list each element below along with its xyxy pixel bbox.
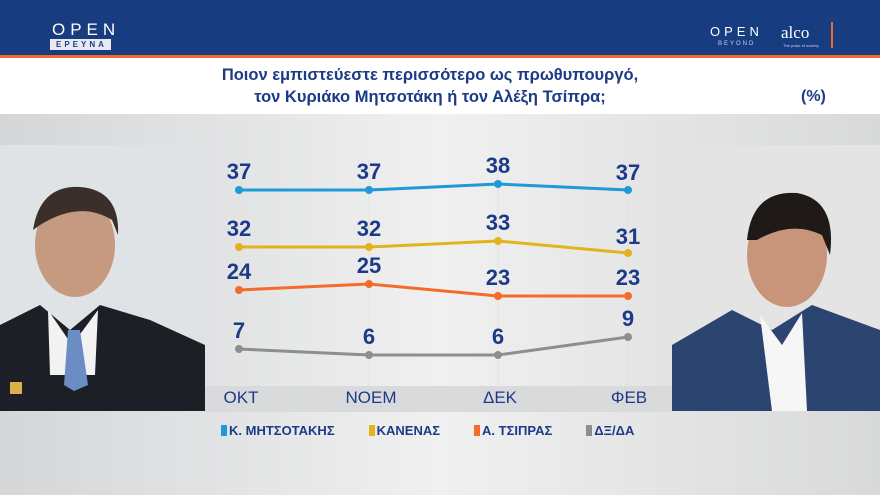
alco-logo: alco — [781, 23, 810, 42]
data-label: 37 — [226, 159, 252, 184]
data-label: 32 — [226, 216, 252, 241]
x-axis-label: ΔΕΚ — [482, 388, 518, 407]
chart-legend: Κ. ΜΗΤΣΟΤΑΚΗΣ ΚΑΝΕΝΑΣ Α. ΤΣΙΠΡΑΣ ΔΞ/ΔΑ — [221, 423, 634, 438]
series-tsipras — [235, 280, 632, 300]
alco-tagline: The pulse of society — [783, 43, 819, 48]
open-beyond-logo: OPEN — [710, 24, 763, 39]
legend-label: ΚΑΝΕΝΑΣ — [376, 423, 441, 438]
legend-label: Κ. ΜΗΤΣΟΤΑΚΗΣ — [229, 423, 335, 438]
legend-item-kanenas: ΚΑΝΕΝΑΣ — [368, 423, 441, 438]
legend-label: ΔΞ/ΔΑ — [594, 423, 635, 438]
open-erevna-label: ΕΡΕΥΝΑ — [50, 39, 111, 50]
legend-item-tsipras: Α. ΤΣΙΠΡΑΣ — [474, 423, 552, 438]
title-line-2: τον Κυριάκο Μητσοτάκη ή τον Αλέξη Τσίπρα… — [254, 88, 606, 106]
legend-swatch-icon — [586, 425, 593, 436]
series-mitsotakis — [235, 180, 632, 194]
header-accent-line — [0, 55, 880, 58]
data-label: 37 — [356, 159, 382, 184]
title-area — [0, 58, 880, 114]
data-label: 23 — [485, 265, 511, 290]
chart-title: Ποιον εμπιστεύεστε περισσότερο ως πρωθυπ… — [150, 64, 710, 108]
x-axis-label: ΝΟΕΜ — [345, 388, 397, 407]
data-label: 7 — [232, 318, 246, 343]
data-label: 23 — [615, 265, 641, 290]
unit-label: (%) — [801, 88, 826, 105]
open-logo: OPEN — [52, 20, 121, 39]
legend-swatch-icon — [474, 425, 481, 436]
mitsotakis-photo — [0, 145, 205, 411]
series-kanenas — [235, 237, 632, 257]
data-label: 6 — [491, 324, 505, 349]
x-axis-label: ΦΕΒ — [610, 388, 648, 407]
title-line-1: Ποιον εμπιστεύεστε περισσότερο ως πρωθυπ… — [221, 66, 639, 84]
data-label: 37 — [615, 160, 641, 185]
legend-label: Α. ΤΣΙΠΡΑΣ — [482, 423, 553, 438]
header-bar — [0, 0, 880, 55]
data-label: 31 — [615, 224, 641, 249]
legend-item-dxda: ΔΞ/ΔΑ — [586, 423, 634, 438]
data-label: 25 — [356, 253, 382, 278]
legend-swatch-icon — [368, 425, 375, 436]
data-label: 9 — [621, 306, 635, 331]
data-label: 33 — [485, 210, 511, 235]
legend-item-mitsotakis: Κ. ΜΗΤΣΟΤΑΚΗΣ — [221, 423, 335, 438]
x-axis-band — [205, 386, 672, 412]
data-label: 24 — [226, 259, 252, 284]
data-label: 6 — [362, 324, 376, 349]
series-dxda — [235, 333, 632, 359]
data-label: 32 — [356, 216, 382, 241]
beyond-label: BEYOND — [718, 41, 756, 47]
logo-divider — [831, 22, 833, 48]
tsipras-photo — [672, 145, 880, 411]
legend-swatch-icon — [221, 425, 227, 436]
data-label: 38 — [485, 153, 511, 178]
x-axis-label: ΟΚΤ — [223, 388, 259, 407]
